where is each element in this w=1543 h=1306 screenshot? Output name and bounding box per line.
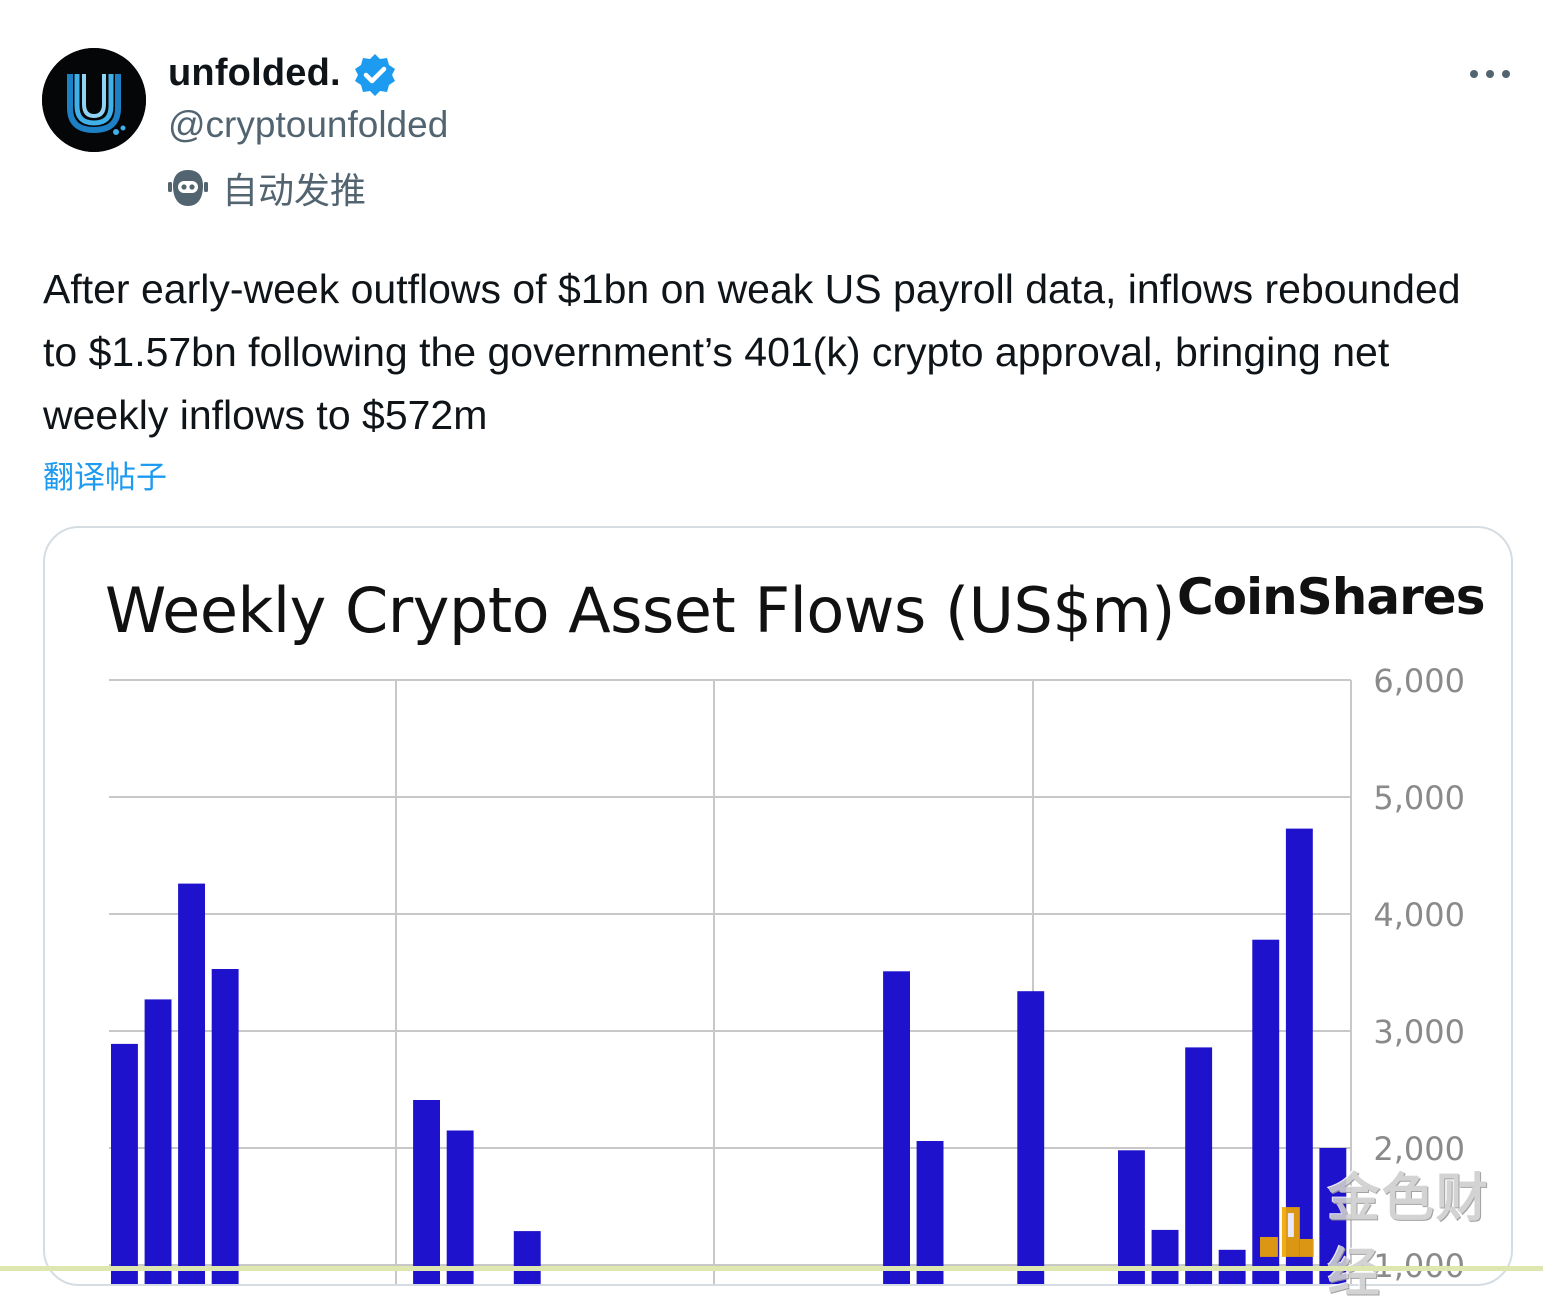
bar (111, 1043, 138, 1284)
y-tick-label: 5,000 (1373, 779, 1465, 817)
translate-post-link[interactable]: 翻译帖子 (43, 460, 167, 496)
author-name[interactable]: unfolded. (168, 52, 341, 94)
watermark-text: 金色财经 (1327, 1169, 1490, 1304)
tweet-text: After early-week outflows of $1bn on wea… (43, 266, 1461, 438)
bar (1151, 1229, 1179, 1284)
bar (211, 969, 239, 1284)
bar (413, 1100, 440, 1284)
y-tick-label: 2,000 (1373, 1130, 1465, 1168)
y-tick-label: 3,000 (1373, 1013, 1465, 1051)
more-options-icon[interactable] (1466, 62, 1514, 86)
bot-icon (168, 170, 208, 206)
bottom-divider (0, 1266, 1543, 1271)
chart-title: Weekly Crypto Asset Flows (US$m) (105, 574, 1175, 647)
verified-badge-icon[interactable] (352, 52, 398, 98)
bar (883, 971, 910, 1284)
coinshares-logo: CoinShares (1177, 568, 1485, 626)
bar (446, 1130, 474, 1284)
y-tick-label: 4,000 (1373, 896, 1465, 934)
automated-label: 自动发推 (222, 171, 367, 212)
automated-account-row[interactable]: 自动发推 (166, 166, 366, 212)
jinse-logo-icon (1259, 1207, 1314, 1257)
bar (178, 883, 205, 1284)
unfolded-logo-icon (42, 48, 146, 152)
bar (144, 999, 172, 1284)
bar (1185, 1047, 1213, 1284)
bar (916, 1141, 944, 1284)
bar (1118, 1150, 1145, 1284)
bar (513, 1231, 541, 1284)
y-tick-label: 6,000 (1373, 662, 1465, 700)
bar (1319, 1148, 1347, 1284)
bar (1252, 939, 1280, 1284)
watermark: 金色财经 (1258, 1169, 1543, 1304)
avatar[interactable] (42, 48, 146, 152)
author-handle[interactable]: @cryptounfolded (168, 104, 449, 145)
bar (1017, 991, 1045, 1284)
